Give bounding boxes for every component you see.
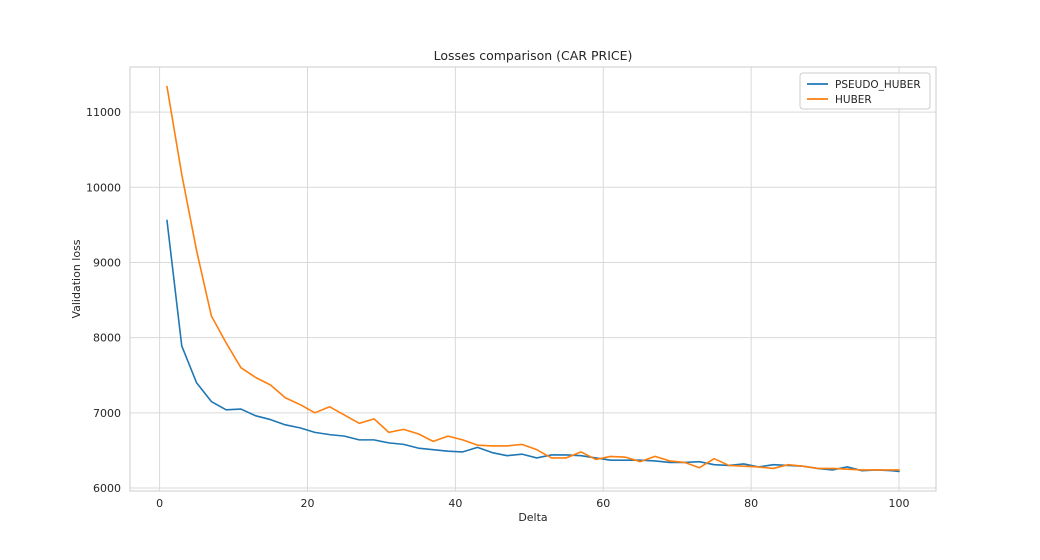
y-tick-label: 8000: [93, 332, 121, 345]
series-lines: [166, 85, 900, 473]
x-tick-label: 20: [300, 497, 314, 510]
axis-ticks: 0 20 40 60 80 100 6000 7000 8000 9000 10000 11000: [86, 106, 910, 510]
chart-title: Losses comparison (CAR PRICE): [434, 48, 633, 63]
legend-box: [799, 72, 931, 110]
plot-area: [130, 67, 936, 491]
y-axis-label: Validation loss: [70, 239, 83, 318]
y-tick-label: 10000: [86, 181, 121, 194]
series-line-huber: [166, 85, 900, 471]
plot-frame: [129, 66, 937, 492]
y-tick-label: 11000: [86, 106, 121, 119]
x-tick-label: 80: [744, 497, 758, 510]
legend-label: PSEUDO_HUBER: [835, 79, 921, 91]
x-tick-label: 40: [448, 497, 462, 510]
y-tick-label: 9000: [93, 256, 121, 269]
grid: [130, 67, 936, 491]
y-tick-label: 6000: [93, 482, 121, 495]
x-axis-label: Delta: [518, 511, 547, 524]
legend: PSEUDO_HUBER HUBER: [799, 72, 931, 110]
legend-label: HUBER: [835, 94, 872, 106]
x-tick-label: 60: [596, 497, 610, 510]
x-tick-label: 100: [889, 497, 910, 510]
x-tick-label: 0: [156, 497, 163, 510]
y-tick-label: 7000: [93, 407, 121, 420]
